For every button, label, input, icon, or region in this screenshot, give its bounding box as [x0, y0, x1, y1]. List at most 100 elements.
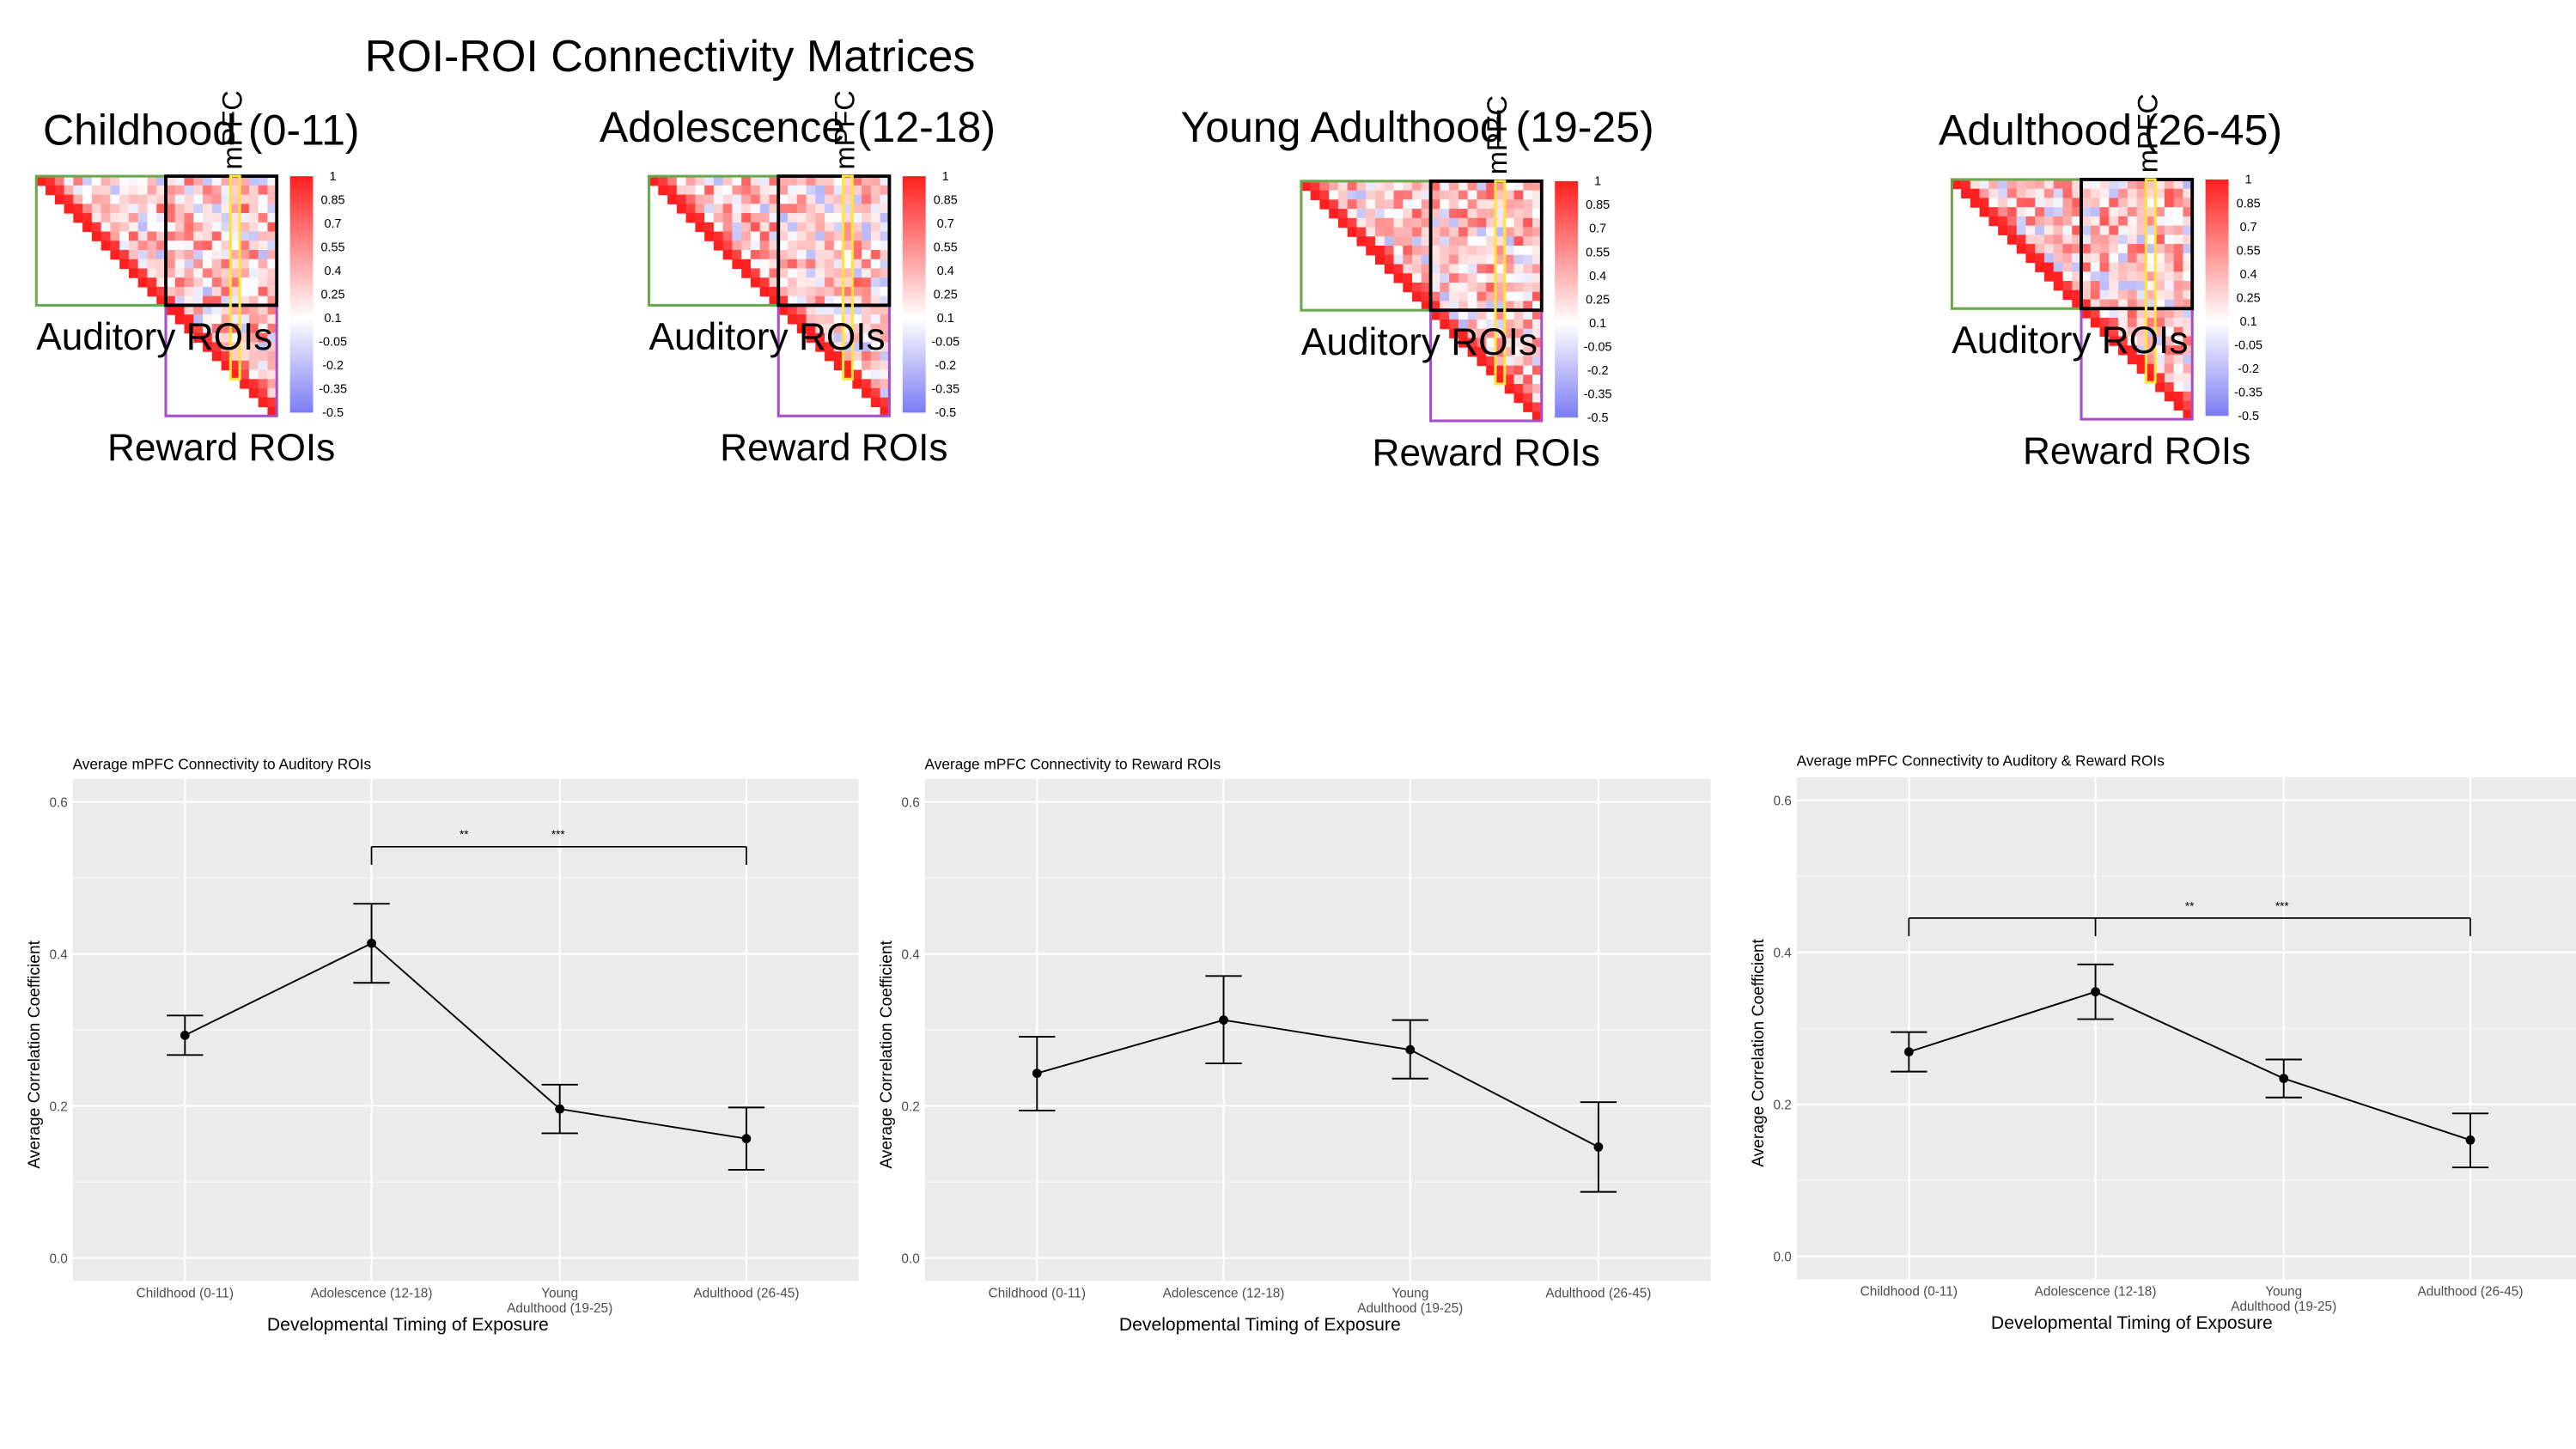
matrix-cell: [796, 314, 807, 325]
matrix-cell: [1532, 411, 1543, 422]
matrix-cell: [248, 360, 259, 371]
matrix-cell: [806, 240, 816, 251]
matrix-cell: [833, 176, 844, 186]
matrix-cell: [2081, 198, 2092, 208]
matrix-cell: [203, 176, 213, 186]
matrix-cell: [174, 213, 186, 223]
matrix-cell: [2072, 299, 2082, 309]
matrix-cell: [750, 204, 761, 214]
matrix-cell: [2025, 216, 2036, 227]
matrix-cell: [248, 388, 259, 399]
matrix-cell: [147, 194, 157, 204]
matrix-cell: [1458, 264, 1469, 274]
matrix-cell: [2062, 198, 2073, 208]
matrix-cell: [1495, 273, 1506, 283]
matrix-cell: [1486, 356, 1496, 367]
matrix-cell: [862, 185, 872, 196]
matrix-cell: [806, 305, 816, 315]
matrix-cell: [806, 332, 816, 343]
matrix-cell: [2035, 207, 2045, 217]
matrix-cell: [1393, 227, 1404, 237]
matrix-cell: [2127, 271, 2138, 282]
matrix-cell: [2062, 271, 2073, 282]
matrix-cell: [1504, 347, 1515, 357]
matrix-cell: [2173, 179, 2184, 190]
matrix-cell: [137, 194, 149, 204]
matrix-cell: [870, 176, 881, 186]
matrix-cell: [1440, 199, 1450, 210]
matrix-cell: [1467, 310, 1478, 320]
x-tick-label-line: Young: [541, 1287, 578, 1301]
matrix-cell: [1384, 254, 1395, 265]
matrix-cell: [100, 213, 111, 223]
matrix-cell: [2035, 225, 2045, 235]
matrix-cell: [778, 231, 789, 241]
matrix-cell: [1403, 236, 1413, 247]
matrix-cell: [1988, 179, 1999, 190]
matrix-cell: [73, 176, 83, 186]
matrix-cell: [203, 268, 213, 278]
matrix-cell: [2090, 225, 2101, 235]
matrix-cell: [806, 277, 816, 288]
matrix-cell: [695, 194, 705, 204]
matrix-cell: [91, 204, 102, 214]
matrix-cell: [2146, 216, 2156, 227]
matrix-cell: [2146, 188, 2156, 199]
matrix-cell: [1523, 209, 1533, 219]
matrix-cell: [788, 314, 798, 325]
matrix-cell: [240, 222, 250, 233]
matrix-cell: [2072, 244, 2082, 254]
matrix-cell: [880, 323, 891, 334]
matrix-cell: [248, 379, 259, 389]
matrix-cell: [110, 204, 120, 214]
matrix-cell: [1375, 246, 1385, 256]
matrix-cell: [174, 222, 186, 233]
matrix-cell: [2155, 225, 2165, 235]
matrix-cell: [64, 194, 74, 204]
matrix-cell: [852, 240, 862, 251]
matrix-cell: [1477, 180, 1487, 192]
matrix-cell: [843, 185, 853, 196]
matrix-cell: [240, 250, 250, 260]
matrix-cell: [1366, 236, 1376, 247]
x-tick-label-line: Young: [2265, 1285, 2302, 1300]
matrix-cell: [852, 222, 862, 233]
matrix-cell: [193, 231, 204, 241]
mpfc-label: mPFC: [829, 90, 861, 169]
matrix-cell: [1458, 246, 1469, 256]
matrix-cell: [1356, 217, 1367, 228]
matrix-cell: [166, 240, 176, 251]
y-axis-label: Average Correlation Coefficient: [1750, 939, 1768, 1167]
matrix-cell: [2164, 336, 2175, 346]
matrix-cell: [203, 213, 213, 223]
matrix-cell: [778, 250, 789, 260]
matrix-cell: [825, 194, 835, 204]
matrix-cell: [1467, 328, 1478, 338]
matrix-cell: [2099, 179, 2110, 190]
matrix-cell: [2164, 253, 2175, 264]
matrix-cell: [193, 268, 204, 278]
matrix-cell: [2155, 382, 2165, 393]
y-tick-label: 0.4: [1773, 946, 1792, 960]
matrix-cell: [137, 259, 149, 270]
x-tick-label: Adulthood (26-45): [693, 1287, 799, 1301]
matrix-cell: [2099, 289, 2110, 301]
matrix-cell: [852, 176, 862, 186]
matrix-cell: [1504, 236, 1515, 247]
matrix-cell: [1458, 310, 1469, 320]
matrix-cell: [1356, 227, 1367, 237]
matrix-cell: [203, 277, 213, 288]
x-tick-label: Young Adulthood (19-25): [1357, 1287, 1463, 1316]
matrix-cell: [843, 360, 853, 371]
matrix-cell: [2099, 198, 2110, 208]
matrix-cell: [880, 259, 891, 270]
matrix-cell: [1495, 264, 1506, 274]
matrix-cell: [2035, 234, 2045, 245]
matrix-cell: [100, 240, 111, 251]
matrix-cell: [750, 213, 761, 223]
matrix-cell: [732, 259, 742, 270]
matrix-cell: [741, 268, 752, 278]
matrix-cell: [240, 305, 250, 315]
matrix-cell: [880, 231, 891, 241]
matrix-cell: [2007, 216, 2018, 227]
